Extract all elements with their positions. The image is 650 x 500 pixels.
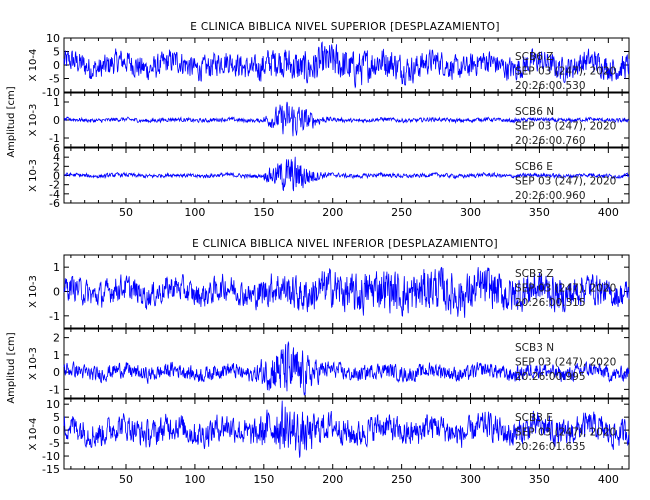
y-tick-label: -1 <box>49 383 60 396</box>
x-tick-label: 200 <box>322 206 343 219</box>
series-trace <box>63 156 630 192</box>
station-info: 20:26:00.995 <box>515 371 586 383</box>
x-tick-label: 150 <box>253 473 274 486</box>
station-info: 20:26:00.530 <box>515 80 586 92</box>
y-tick-label: 5 <box>53 46 60 59</box>
y-tick-label: 6 <box>53 142 60 155</box>
y-tick-label: 10 <box>46 398 60 411</box>
y-axis-label: Amplitud [cm] <box>6 332 17 403</box>
x-tick-label: 250 <box>391 206 412 219</box>
y-scale-label: X 10-3 <box>28 104 39 137</box>
y-tick-label: 5 <box>53 411 60 424</box>
y-tick-label: 0 <box>53 366 60 379</box>
y-tick-label: -6 <box>49 197 60 210</box>
y-scale-label: X 10-4 <box>28 49 39 82</box>
series-trace <box>63 400 630 458</box>
series-trace <box>63 266 630 318</box>
station-info: SEP 03 (247), 2020 <box>515 427 616 439</box>
x-tick-label: 350 <box>529 206 550 219</box>
y-tick-label: 0 <box>53 170 60 183</box>
y-tick-label: -1 <box>49 132 60 145</box>
y-tick-label: 1 <box>53 261 60 274</box>
y-tick-label: -10 <box>42 450 60 463</box>
y-tick-label: 4 <box>53 151 60 164</box>
x-tick-label: 350 <box>529 473 550 486</box>
y-tick-label: -10 <box>42 86 60 99</box>
station-info: 20:26:00.960 <box>515 190 586 202</box>
station-info: SCB3 E <box>515 412 553 424</box>
y-tick-label: -5 <box>49 437 60 450</box>
x-tick-label: 150 <box>253 206 274 219</box>
station-info: 20:26:01.635 <box>515 441 586 453</box>
y-scale-label: X 10-3 <box>28 275 39 308</box>
station-info: SEP 03 (247), 2020 <box>515 66 616 78</box>
y-tick-label: -4 <box>49 188 60 201</box>
y-scale-label: X 10-4 <box>28 418 39 451</box>
y-tick-label: 0 <box>53 59 60 72</box>
x-tick-label: 300 <box>460 473 481 486</box>
chart-title: E CLINICA BIBLICA NIVEL INFERIOR [DESPLA… <box>192 238 498 250</box>
y-axis-label: Amplitud [cm] <box>6 86 17 157</box>
x-tick-label: 250 <box>391 473 412 486</box>
station-info: SEP 03 (247), 2020 <box>515 121 616 133</box>
y-tick-label: 10 <box>46 32 60 45</box>
station-info: SCB3 N <box>515 342 554 354</box>
station-info: SCB6 E <box>515 161 553 173</box>
station-info: SCB3 Z <box>515 268 553 280</box>
y-tick-label: -5 <box>49 73 60 86</box>
x-tick-label: 400 <box>598 206 619 219</box>
x-tick-label: 200 <box>322 473 343 486</box>
y-tick-label: 0 <box>53 286 60 299</box>
y-tick-label: 1 <box>53 349 60 362</box>
station-info: SEP 03 (247), 2020 <box>515 176 616 188</box>
x-tick-label: 300 <box>460 206 481 219</box>
station-info: 20:26:00.315 <box>515 297 586 309</box>
y-tick-label: 0 <box>53 114 60 127</box>
y-tick-label: -2 <box>49 179 60 192</box>
station-info: SCB6 N <box>515 106 554 118</box>
y-tick-label: -15 <box>42 463 60 476</box>
series-trace <box>63 41 630 89</box>
x-tick-label: 50 <box>119 473 133 486</box>
station-info: SEP 03 (247), 2020 <box>515 357 616 369</box>
y-tick-label: 1 <box>53 96 60 109</box>
chart-title: E CLINICA BIBLICA NIVEL SUPERIOR [DESPLA… <box>190 21 500 33</box>
station-info: 20:26:00.760 <box>515 135 586 147</box>
y-tick-label: 2 <box>53 332 60 345</box>
y-tick-label: 2 <box>53 160 60 173</box>
station-info: SEP 03 (247), 2020 <box>515 283 616 295</box>
x-tick-label: 400 <box>598 473 619 486</box>
y-tick-label: -1 <box>49 310 60 323</box>
y-scale-label: X 10-3 <box>28 347 39 380</box>
x-tick-label: 100 <box>184 473 205 486</box>
series-trace <box>64 101 630 137</box>
y-scale-label: X 10-3 <box>28 159 39 192</box>
series-trace <box>63 340 630 396</box>
y-tick-label: 0 <box>53 424 60 437</box>
x-tick-label: 100 <box>184 206 205 219</box>
x-tick-label: 50 <box>119 206 133 219</box>
station-info: SCB6 Z <box>515 51 553 63</box>
